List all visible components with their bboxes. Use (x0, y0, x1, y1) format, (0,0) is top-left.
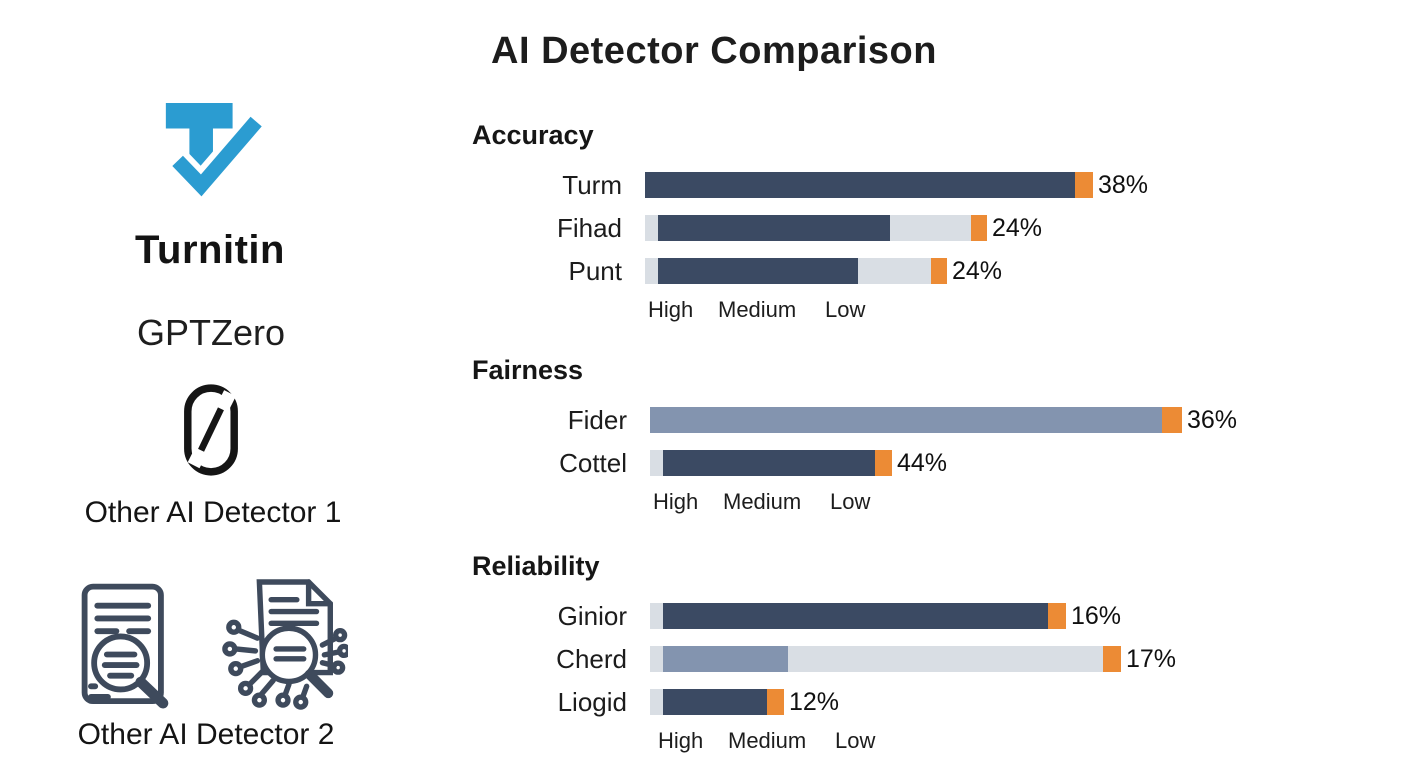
bar-segment-bluegray (663, 646, 788, 672)
page-title: AI Detector Comparison (491, 30, 937, 72)
bar (650, 407, 1182, 433)
rows: Ginior 16% Cherd 17% Liogid 12% High Medium Low (472, 600, 1177, 754)
bar-segment-lightgray (645, 258, 658, 284)
axis-label: Medium (723, 489, 802, 514)
bar-segment-orange (767, 689, 784, 715)
axis-labels: High Medium Low (650, 728, 1176, 754)
bar-segment-lightgray (890, 215, 971, 241)
bar-row: Fider 36% (472, 404, 1238, 435)
turnitin-logo-svg (165, 102, 267, 206)
document-magnifier-circuit-svg (222, 579, 352, 710)
axis-label: Low (825, 297, 866, 322)
percent-label: 44% (897, 448, 948, 477)
section-title: Reliability (472, 551, 600, 581)
bar-segment-navy (663, 603, 1048, 629)
gptzero-slash-svg (184, 384, 238, 476)
percent-label: 38% (1098, 170, 1149, 199)
row-label: Cherd (556, 643, 627, 674)
row-label: Fider (567, 404, 627, 435)
section-title: Accuracy (472, 120, 594, 150)
bar (650, 603, 1066, 629)
percent-label: 16% (1071, 601, 1122, 630)
bar-segment-lightgray (650, 646, 663, 672)
bar-segment-orange (1075, 172, 1093, 198)
axis-label: Low (835, 728, 876, 753)
percent-label: 12% (789, 687, 840, 716)
axis-label: Low (830, 489, 871, 514)
bar-segment-navy (663, 689, 767, 715)
bar-segment-navy (645, 172, 1075, 198)
bar-segment-orange (1048, 603, 1066, 629)
turnitin-label: Turnitin (135, 228, 285, 272)
bar-segment-bluegray (650, 407, 1162, 433)
document-magnifier-circuit-icon (220, 576, 352, 714)
bar-segment-lightgray (788, 646, 1103, 672)
bar-row: Liogid 12% (472, 686, 1176, 717)
axis-label: Medium (728, 728, 807, 753)
bar-row: Ginior 16% (472, 600, 1176, 631)
bar-segment-lightgray (645, 215, 658, 241)
row-label: Fihad (556, 212, 622, 243)
axis-label: High (653, 489, 699, 514)
other-detector-1-label: Other AI Detector 1 (84, 496, 342, 529)
percent-label: 24% (992, 213, 1043, 242)
bar (650, 450, 892, 476)
section-reliability: Reliability Ginior 16% Cherd 17% Liogid 12% Hi… (472, 551, 1176, 753)
bar-row: Cottel 44% (472, 447, 1237, 478)
axis-label: High (658, 728, 704, 753)
document-magnifier-icon (74, 580, 180, 712)
bar-row: Cherd 17% (472, 643, 1177, 674)
gptzero-label: GPTZero (136, 312, 286, 353)
bar-segment-orange (971, 215, 987, 241)
gptzero-slash-icon (182, 376, 240, 484)
axis-labels: High Medium Low (645, 297, 1148, 323)
bar-row: Punt 24% (472, 255, 1148, 286)
axis-label: High (648, 297, 694, 322)
section-accuracy: Accuracy Turm 38% Fihad 24% Punt 24% High Mediu… (472, 120, 1148, 322)
percent-label: 36% (1187, 405, 1238, 434)
row-label: Punt (568, 255, 623, 286)
bar (645, 258, 947, 284)
row-label: Ginior (557, 600, 627, 631)
bar-segment-lightgray (858, 258, 931, 284)
percent-label: 17% (1126, 644, 1177, 673)
section-title: Fairness (472, 355, 584, 385)
other-detector-2-label: Other AI Detector 2 (77, 718, 335, 751)
bar-segment-orange (875, 450, 892, 476)
bar-segment-orange (931, 258, 947, 284)
axis-label: Medium (718, 297, 797, 322)
rows: Fider 36% Cottel 44% High Medium Low (472, 404, 1238, 515)
row-label: Liogid (557, 686, 627, 717)
bar-segment-lightgray (650, 689, 663, 715)
section-fairness: Fairness Fider 36% Cottel 44% High Medium Low (472, 355, 1237, 514)
bar (645, 215, 987, 241)
bar-segment-orange (1162, 407, 1182, 433)
bar-row: Fihad 24% (472, 212, 1148, 243)
bar (650, 689, 784, 715)
row-label: Turm (562, 169, 622, 200)
turnitin-logo-icon (152, 100, 270, 206)
bar-segment-navy (658, 258, 858, 284)
bar-row: Turm 38% (472, 169, 1149, 200)
bar-segment-navy (663, 450, 875, 476)
bar-segment-navy (658, 215, 890, 241)
rows: Turm 38% Fihad 24% Punt 24% High Medium Low (472, 169, 1149, 323)
percent-label: 24% (952, 256, 1003, 285)
axis-labels: High Medium Low (650, 489, 1237, 515)
bar (645, 172, 1093, 198)
bar-segment-lightgray (650, 450, 663, 476)
row-label: Cottel (559, 447, 627, 478)
document-magnifier-svg (81, 583, 169, 709)
bar-segment-lightgray (650, 603, 663, 629)
bar (650, 646, 1121, 672)
bar-segment-orange (1103, 646, 1121, 672)
